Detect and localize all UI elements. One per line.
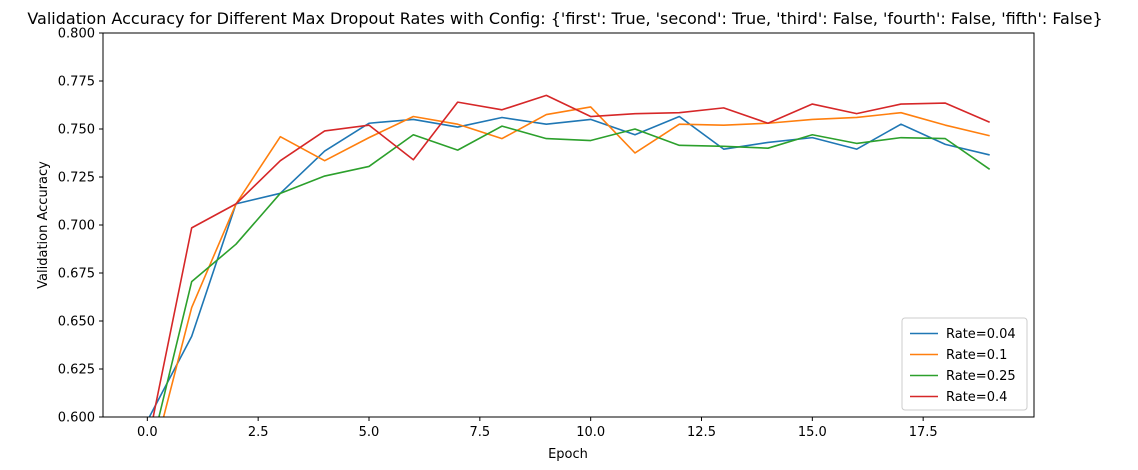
x-tick-label: 2.5 — [248, 425, 269, 440]
x-tick-label: 15.0 — [798, 425, 827, 440]
x-tick-label: 7.5 — [469, 425, 490, 440]
series-line-2 — [158, 125, 991, 417]
y-tick-label: 0.650 — [58, 315, 95, 330]
y-axis: 0.600 0.625 0.650 0.675 0.700 0.725 0.750 0.775… — [58, 27, 103, 426]
series-layer — [148, 94, 991, 417]
y-axis-label: Validation Accuracy — [36, 161, 51, 289]
legend-label: Rate=0.4 — [946, 390, 1007, 405]
y-tick-label: 0.725 — [58, 171, 95, 186]
y-tick-label: 0.800 — [58, 27, 95, 42]
y-tick-label: 0.675 — [58, 267, 95, 282]
x-tick-label: 17.5 — [909, 425, 938, 440]
y-tick-label: 0.750 — [58, 123, 95, 138]
x-tick-label: 12.5 — [687, 425, 716, 440]
x-tick-label: 5.0 — [359, 425, 380, 440]
y-tick-label: 0.700 — [58, 219, 95, 234]
x-tick-label: 0.0 — [137, 425, 158, 440]
y-tick-label: 0.775 — [58, 75, 95, 90]
x-tick-label: 10.0 — [576, 425, 605, 440]
series-line-1 — [162, 106, 990, 417]
y-tick-label: 0.600 — [58, 411, 95, 426]
series-line-0 — [148, 115, 990, 417]
legend-label: Rate=0.1 — [946, 348, 1007, 363]
x-axis-label: Epoch — [548, 447, 588, 462]
x-axis: 0.0 2.5 5.0 7.5 10.0 12.5 15.0 17.5 — [137, 417, 938, 440]
plot-frame — [102, 32, 1035, 418]
legend-label: Rate=0.04 — [946, 327, 1016, 342]
series-line-3 — [152, 94, 990, 417]
legend: Rate=0.04 Rate=0.1 Rate=0.25 Rate=0.4 — [901, 317, 1028, 411]
y-tick-label: 0.625 — [58, 363, 95, 378]
legend-frame — [901, 317, 1028, 411]
chart-title: Validation Accuracy for Different Max Dr… — [27, 9, 1102, 28]
legend-label: Rate=0.25 — [946, 369, 1016, 384]
